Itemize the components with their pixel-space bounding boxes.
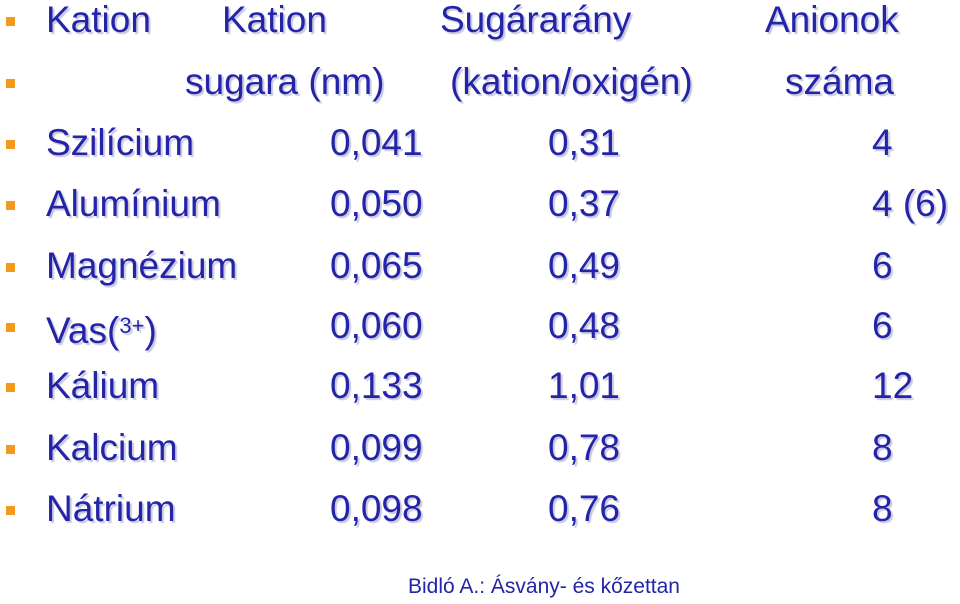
- cell: 1,01: [548, 365, 621, 406]
- cell: 0,76: [548, 488, 621, 529]
- cell: 12: [872, 365, 914, 406]
- label-part: Vas(: [46, 310, 120, 351]
- bullet: [6, 383, 15, 392]
- cell: 0,060: [330, 305, 423, 346]
- row-label: Szilícium: [46, 122, 195, 163]
- cell: 0,041: [330, 122, 423, 163]
- cell: 0,133: [330, 365, 423, 406]
- cell: 4 (6): [872, 183, 949, 224]
- header-cell: Sugárarány: [440, 0, 632, 40]
- header-cell: (kation/oxigén): [450, 61, 693, 102]
- row-label: Alumínium: [46, 183, 221, 224]
- header-cell: sugara (nm): [185, 61, 385, 102]
- label-part: 3+: [119, 313, 145, 338]
- header-cell: Anionok: [765, 0, 899, 40]
- cell: 8: [872, 427, 893, 468]
- bullet: [6, 140, 15, 149]
- bullet: [6, 323, 15, 332]
- cell: 0,065: [330, 245, 423, 286]
- cell: 6: [872, 305, 893, 346]
- cell: 8: [872, 488, 893, 529]
- bullet: [6, 17, 15, 26]
- bullet: [6, 79, 15, 88]
- bullet: [6, 506, 15, 515]
- row-label: Kalcium: [46, 427, 178, 468]
- bullet: [6, 263, 15, 272]
- cell: 0,48: [548, 305, 621, 346]
- cell: 0,37: [548, 183, 621, 224]
- cell: 0,31: [548, 122, 621, 163]
- cell: 0,098: [330, 488, 423, 529]
- cell: 0,099: [330, 427, 423, 468]
- cell: 0,050: [330, 183, 423, 224]
- footer: Bidló A.: Ásvány- és kőzettan: [408, 575, 680, 598]
- bullet: [6, 445, 15, 454]
- row-label: Kálium: [46, 365, 160, 406]
- header-cell: Kation: [46, 0, 151, 40]
- bullet: [6, 201, 15, 210]
- cell: 4: [872, 122, 893, 163]
- header-cell: száma: [785, 61, 894, 102]
- label-part: ): [144, 310, 157, 351]
- header-cell: Kation: [222, 0, 327, 40]
- row-label: Vas(3+): [46, 306, 157, 351]
- cell: 0,49: [548, 245, 621, 286]
- row-label: Nátrium: [46, 488, 176, 529]
- cell: 6: [872, 245, 893, 286]
- cell: 0,78: [548, 427, 621, 468]
- row-label: Magnézium: [46, 245, 238, 286]
